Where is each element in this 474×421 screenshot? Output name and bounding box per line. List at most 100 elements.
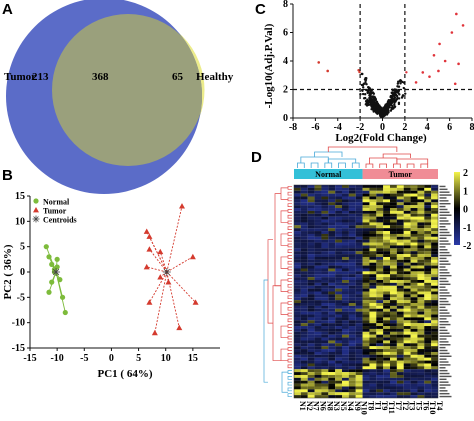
heatmap-cell <box>362 245 370 249</box>
heatmap-cell <box>431 265 439 269</box>
heatmap-cell <box>417 285 425 289</box>
heatmap-cell <box>383 346 391 350</box>
heatmap-cell <box>424 343 432 347</box>
heatmap-cell <box>314 274 322 278</box>
heatmap-cell <box>403 196 411 200</box>
heatmap-cell <box>321 311 329 315</box>
heatmap-cell <box>376 185 384 188</box>
heatmap-cell <box>335 346 343 350</box>
heatmap-cell <box>328 351 336 355</box>
heatmap-cell <box>294 354 301 358</box>
heatmap-cell <box>321 328 329 332</box>
heatmap-cell <box>362 354 370 358</box>
heatmap-cell <box>314 308 322 312</box>
heatmap-cell <box>307 374 315 378</box>
heatmap-cell <box>362 357 370 361</box>
heatmap-cell <box>403 303 411 306</box>
heatmap-cell <box>300 265 308 269</box>
heatmap-cell <box>417 187 425 191</box>
heatmap-cell <box>307 386 315 390</box>
panel-label-d: D <box>251 149 262 166</box>
heatmap-cell <box>410 231 418 234</box>
heatmap-cell <box>294 271 301 275</box>
heatmap-cell <box>328 395 336 399</box>
heatmap-cell <box>328 303 336 306</box>
heatmap-cell <box>342 265 349 269</box>
heatmap-cell <box>300 262 308 266</box>
heatmap-cell <box>314 282 322 286</box>
heatmap-cell <box>369 360 377 364</box>
dendrogram-branch <box>287 283 292 288</box>
heatmap-cell <box>335 377 343 381</box>
heatmap-cell <box>328 210 336 214</box>
heatmap-cell <box>403 386 411 390</box>
heatmap-cell <box>417 259 425 263</box>
heatmap-row-label-mark <box>439 249 448 251</box>
heatmap-cell <box>390 233 397 237</box>
heatmap-cell <box>410 222 418 226</box>
heatmap-cell <box>403 343 411 347</box>
heatmap-cell <box>376 254 384 258</box>
pca-point-normal <box>43 244 49 250</box>
heatmap-cell <box>376 228 384 232</box>
heatmap-cell <box>348 239 356 243</box>
heatmap-cell <box>314 389 322 393</box>
heatmap-cell <box>294 383 301 387</box>
heatmap-cell <box>321 383 329 387</box>
heatmap-cell <box>362 323 370 327</box>
dendrogram-branch <box>281 371 288 393</box>
heatmap-row-label-mark <box>439 266 446 268</box>
heatmap-cell <box>335 300 343 304</box>
pca-centroid <box>162 268 171 276</box>
heatmap-cell <box>328 380 336 384</box>
dendrogram-branch <box>327 158 357 163</box>
heatmap-cell <box>314 228 322 232</box>
panel-label-b: B <box>2 167 13 184</box>
heatmap-cell <box>396 320 404 324</box>
heatmap-cell <box>410 248 418 252</box>
heatmap-cell <box>424 199 432 203</box>
heatmap-cell <box>424 256 432 260</box>
dendrogram-branch <box>379 163 387 168</box>
heatmap-cell <box>342 228 349 232</box>
heatmap-cell <box>321 279 329 283</box>
heatmap-cell <box>314 268 322 272</box>
heatmap-cell <box>314 372 322 376</box>
heatmap-cell <box>314 251 322 255</box>
heatmap-cell <box>342 245 349 249</box>
heatmap-cell <box>342 354 349 358</box>
heatmap-row-label-mark <box>439 188 448 191</box>
heatmap-cell <box>383 251 391 255</box>
heatmap-cell <box>307 354 315 358</box>
heatmap-cell <box>348 187 356 191</box>
heatmap-cell <box>417 251 425 255</box>
heatmap-row-dendrogram <box>263 186 292 397</box>
heatmap-cell <box>348 374 356 378</box>
dendrogram-branch <box>287 318 292 323</box>
heatmap-cell <box>328 268 336 272</box>
heatmap-cell <box>300 259 308 263</box>
volcano-x-tick-label: -2 <box>356 122 364 133</box>
heatmap-cell <box>362 205 370 209</box>
heatmap-cell <box>369 282 377 286</box>
heatmap-cell <box>431 343 439 347</box>
panel-a: A Tumor 213 368 65 Healthy <box>2 0 234 194</box>
heatmap-cell <box>335 297 343 301</box>
heatmap-cell <box>403 213 411 217</box>
heatmap-cell <box>369 317 377 321</box>
heatmap-cell <box>300 216 308 220</box>
heatmap-cell <box>424 205 432 209</box>
pca-point-tumor <box>143 228 150 234</box>
heatmap-cell <box>314 216 322 220</box>
heatmap-row-label-mark <box>439 240 449 242</box>
heatmap-row-label-mark <box>439 367 446 369</box>
heatmap-cell <box>355 291 363 295</box>
heatmap-cell <box>410 351 418 355</box>
heatmap-cell <box>328 274 336 278</box>
legend-label: Tumor <box>43 207 67 216</box>
heatmap-cell <box>396 311 404 315</box>
heatmap-cell <box>348 248 356 252</box>
heatmap-cell <box>348 254 356 258</box>
heatmap-cell <box>424 349 432 352</box>
heatmap-cell <box>417 288 425 292</box>
